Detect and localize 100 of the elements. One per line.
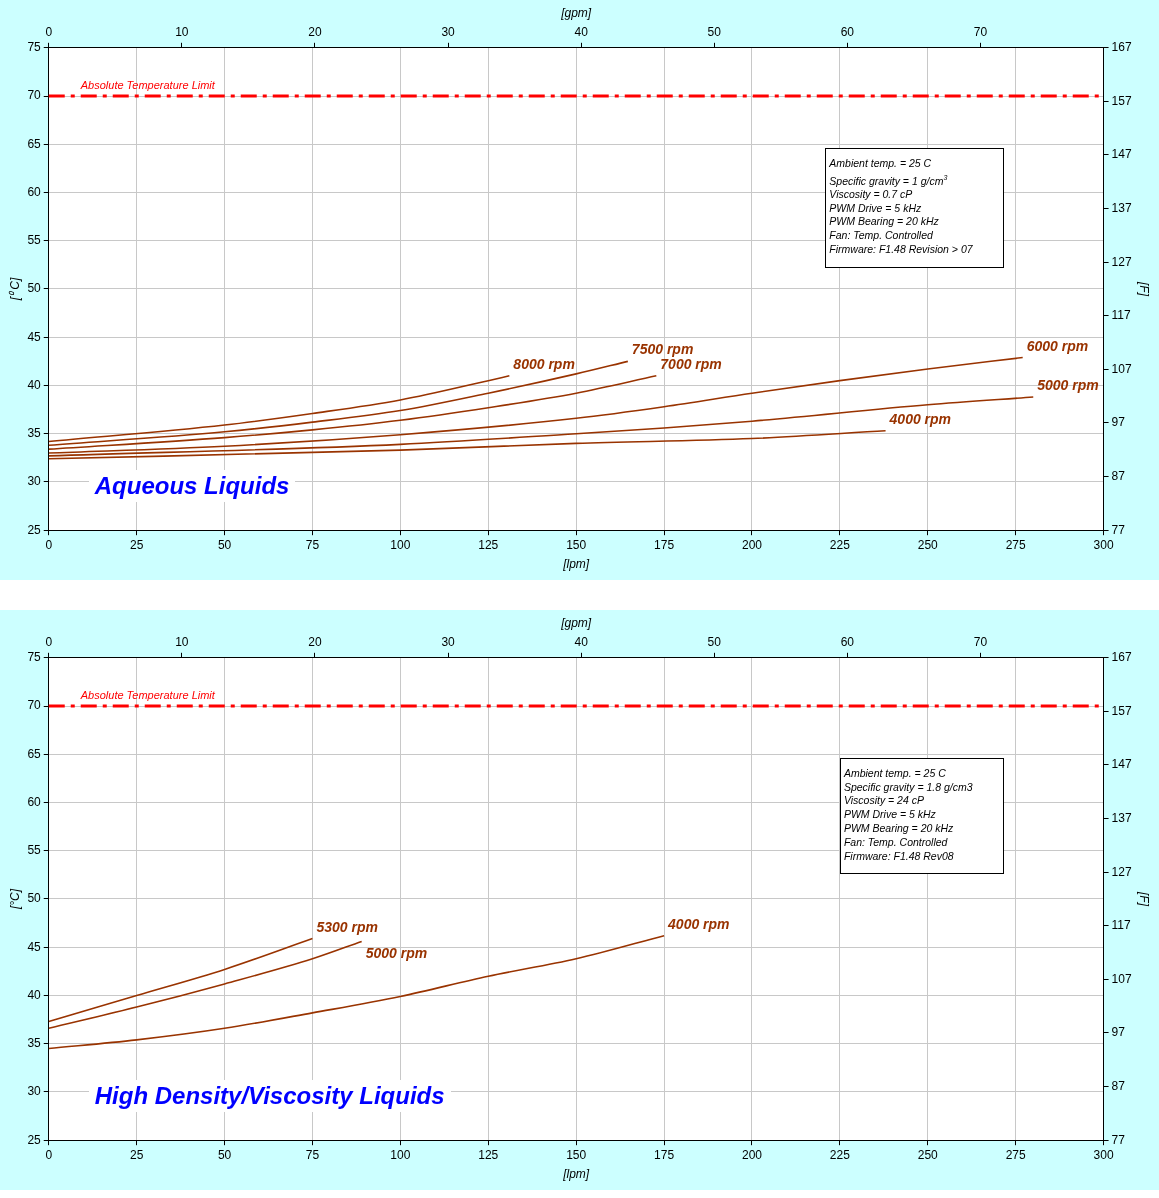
x-tick-label: 300 [1093, 1147, 1114, 1162]
x-tick-label: 100 [390, 537, 411, 552]
y2-tick-label: 127 [1111, 254, 1132, 269]
x-tick-label: 175 [654, 1147, 675, 1162]
y2-axis-title: [F] [1137, 281, 1152, 297]
x-tick-label: 200 [741, 537, 763, 552]
x-tick-label: 175 [654, 537, 675, 552]
x-tick-label: 225 [829, 1147, 851, 1162]
x-tick-label: 125 [478, 537, 499, 552]
x2-tick-label: 50 [707, 24, 722, 39]
y-tick-label: 65 [27, 746, 42, 761]
y-tick-label: 30 [27, 474, 42, 489]
y-axis-title: [°C] [7, 888, 22, 911]
annotation: Firmware: F1.48 Rev08 [843, 849, 955, 864]
ref-line-label: Absolute Temperature Limit [79, 688, 216, 701]
x-tick-label: 75 [305, 1147, 320, 1162]
x2-tick-label: 0 [45, 634, 53, 649]
x2-tick-label: 10 [175, 24, 189, 39]
x-tick-label: 250 [917, 537, 939, 552]
y-tick-label: 70 [27, 88, 42, 103]
series-label: 5000 rpm [1037, 377, 1099, 394]
y-tick-label: 55 [27, 843, 42, 858]
y-tick-label: 75 [27, 40, 42, 55]
y-tick-label: 45 [27, 329, 42, 344]
x-tick-label: 50 [217, 1147, 232, 1162]
x2-tick-label: 70 [973, 24, 988, 39]
series-label: 5000 rpm [365, 945, 428, 962]
y2-tick-label: 87 [1111, 1078, 1126, 1093]
y2-tick-label: 107 [1111, 971, 1132, 986]
series-label: 6000 rpm [1026, 337, 1089, 354]
annotation: Fan: Temp. Controlled [843, 835, 949, 850]
y2-tick-label: 167 [1111, 40, 1132, 55]
y2-tick-label: 77 [1111, 522, 1126, 537]
x-tick-label: 25 [129, 537, 144, 552]
x2-tick-label: 40 [574, 24, 589, 39]
y-tick-label: 35 [27, 426, 42, 441]
annotation: PWM Drive = 5 kHz [829, 201, 923, 216]
y-tick-label: 60 [27, 794, 42, 809]
y-tick-label: 40 [27, 987, 42, 1002]
y2-tick-label: 137 [1111, 810, 1132, 825]
y2-tick-label: 167 [1111, 650, 1132, 665]
x-tick-label: 50 [217, 537, 232, 552]
x-tick-label: 100 [390, 1147, 411, 1162]
y2-tick-label: 97 [1111, 1025, 1126, 1040]
text: High Density/Viscosity Liquids [88, 1080, 451, 1113]
x2-tick-label: 60 [840, 24, 855, 39]
y-tick-label: 25 [27, 1132, 42, 1147]
x-tick-label: 150 [566, 1147, 587, 1162]
x2-tick-label: 0 [45, 24, 53, 39]
x2-tick-label: 40 [574, 634, 589, 649]
y2-axis-title: [F] [1137, 891, 1152, 907]
y2-tick-label: 87 [1111, 468, 1126, 483]
annotation: Fan: Temp. Controlled [829, 229, 934, 244]
series-label: 4000 rpm [667, 915, 730, 932]
x2-tick-label: 60 [840, 634, 855, 649]
x-tick-label: 225 [829, 537, 851, 552]
y-tick-label: 30 [27, 1084, 42, 1099]
x2-tick-label: 20 [308, 634, 322, 649]
x-tick-label: 150 [566, 537, 587, 552]
annotation: PWM Bearing = 20 kHz [829, 215, 940, 230]
x-tick-label: 250 [917, 1147, 939, 1162]
x2-tick-label: 30 [441, 24, 456, 39]
y2-tick-label: 127 [1111, 864, 1132, 879]
y-axis-title: [⁰ C] [7, 277, 22, 302]
y2-tick-label: 157 [1111, 93, 1132, 108]
x-tick-label: 0 [45, 537, 53, 552]
y2-tick-label: 147 [1111, 757, 1132, 772]
x2-tick-label: 50 [707, 634, 722, 649]
x2-tick-label: 30 [441, 634, 456, 649]
x-axis-title: [lpm] [562, 557, 590, 572]
y-tick-label: 50 [27, 891, 42, 906]
x-tick-label: 275 [1005, 1147, 1027, 1162]
x-axis-title: [lpm] [562, 1167, 590, 1182]
y2-tick-label: 97 [1111, 415, 1126, 430]
y2-tick-label: 157 [1111, 703, 1132, 718]
series-label: 4000 rpm [888, 410, 952, 427]
y-tick-label: 50 [27, 281, 42, 296]
x-tick-label: 25 [129, 1147, 144, 1162]
x-tick-label: 0 [45, 1147, 53, 1162]
y-tick-label: 75 [27, 650, 42, 665]
y2-tick-label: 77 [1111, 1132, 1126, 1147]
x2-tick-label: 20 [308, 24, 322, 39]
series-label: 8000 rpm [513, 355, 575, 372]
annotation: PWM Bearing = 20 kHz [843, 821, 955, 836]
x-tick-label: 75 [305, 537, 320, 552]
x2-axis-title: [gpm] [560, 615, 592, 630]
y-tick-label: 60 [27, 184, 42, 199]
y2-tick-label: 137 [1111, 200, 1132, 215]
y-tick-label: 45 [27, 939, 42, 954]
x2-tick-label: 10 [175, 634, 189, 649]
y-tick-label: 35 [27, 1036, 42, 1051]
text: Aqueous Liquids [88, 470, 296, 503]
series-label: 7500 rpm [631, 341, 694, 358]
x2-axis-title: [gpm] [560, 5, 592, 20]
y-tick-label: 70 [27, 698, 42, 713]
x-tick-label: 300 [1093, 537, 1114, 552]
x-tick-label: 200 [741, 1147, 763, 1162]
y2-tick-label: 117 [1111, 308, 1132, 323]
annotation: Viscosity = 0.7 cP [829, 187, 914, 202]
y-tick-label: 40 [27, 377, 42, 392]
